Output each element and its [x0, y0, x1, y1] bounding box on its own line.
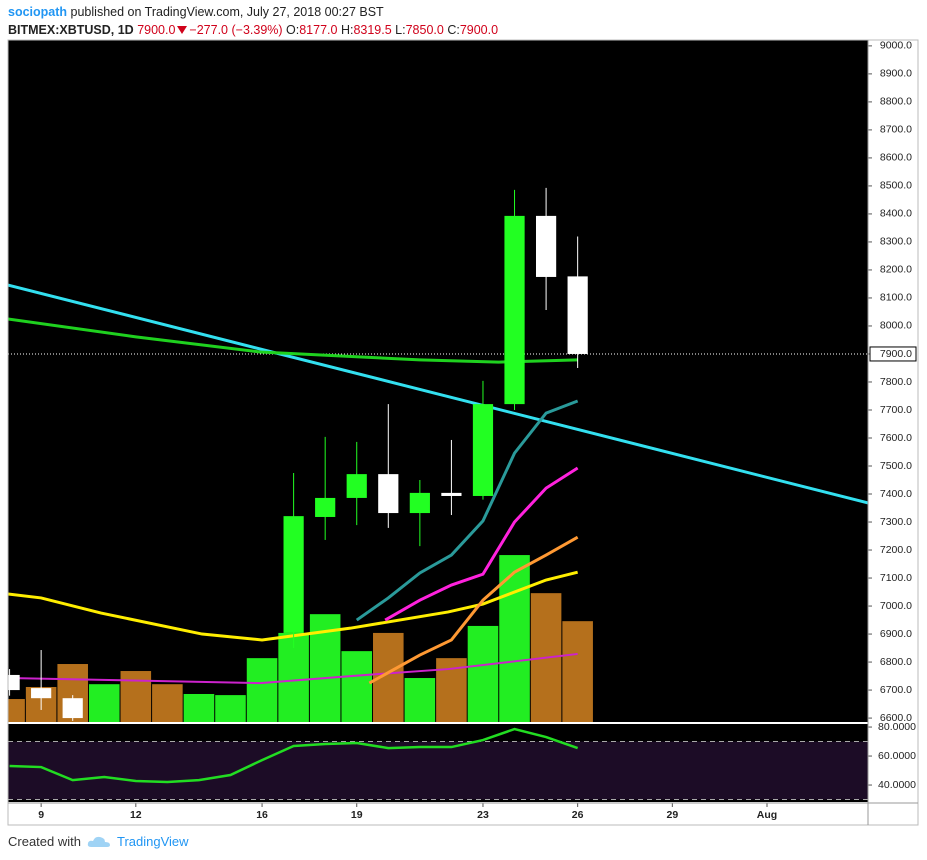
y-tick-label: 7400.0: [880, 488, 912, 500]
y-tick-label: 6700.0: [880, 684, 912, 696]
x-tick-label: 26: [572, 809, 584, 821]
x-tick-label: 19: [351, 809, 363, 821]
y-tick-label: 7300.0: [880, 516, 912, 528]
y-tick-label: 7000.0: [880, 600, 912, 612]
symbol: BITMEX:XBTUSD, 1D: [8, 23, 134, 37]
y-tick-label: 8200.0: [880, 264, 912, 276]
created: Created with: [8, 834, 81, 849]
footer: Created with TradingView: [8, 834, 189, 849]
rsi-plot: [8, 727, 868, 801]
header-line: BITMEX:XBTUSD, 1D 7900.0 −277.0 (−3.39%) …: [8, 21, 498, 39]
y-tick-label: 8900.0: [880, 68, 912, 80]
volume-bar: [467, 625, 499, 722]
price-plot: [8, 187, 868, 722]
indicator-line: [368, 535, 579, 685]
published: published on TradingView.com, July 27, 2…: [70, 5, 384, 19]
candle-body: [8, 674, 20, 691]
candle-body: [346, 474, 367, 498]
y-tick-label: 7200.0: [880, 544, 912, 556]
y-tick-label: 7700.0: [880, 404, 912, 416]
change: −277.0 (−3.39%): [189, 23, 283, 37]
rsi-line: [9, 727, 579, 784]
candle-body: [472, 404, 494, 496]
y-tick-label: 6600.0: [880, 712, 912, 724]
candle-body: [31, 688, 52, 699]
header: sociopath published on TradingView.com, …: [8, 3, 498, 39]
brand[interactable]: TradingView: [116, 834, 189, 849]
y-tick-label: 80.0000: [878, 721, 916, 733]
y-tick-label: 7100.0: [880, 572, 912, 584]
header-line: sociopath published on TradingView.com, …: [8, 3, 498, 21]
x-tick-label: 16: [256, 809, 268, 821]
indicator-line: [8, 570, 579, 642]
y-tick-label: 60.0000: [878, 750, 916, 762]
y-tick-label: 8400.0: [880, 208, 912, 220]
volume-bar: [152, 684, 183, 722]
y-tick-label: 8300.0: [880, 236, 912, 248]
candle-body: [567, 276, 588, 354]
candle-body: [409, 492, 430, 514]
ohlc-label: O:: [286, 23, 300, 37]
candle-body: [535, 215, 557, 277]
x-tick-label: Aug: [757, 809, 777, 821]
volume-bar: [404, 678, 436, 722]
price-pane: [8, 40, 868, 722]
indicator-line: [355, 399, 579, 622]
candle-body: [504, 215, 525, 405]
last-price-label: 7900.0: [880, 348, 912, 360]
volume-bar: [120, 671, 152, 722]
volume-bar: [8, 699, 25, 722]
author[interactable]: sociopath: [8, 5, 68, 19]
y-tick-label: 8800.0: [880, 96, 912, 108]
candle-body: [378, 474, 399, 514]
volume-bar: [562, 621, 593, 722]
frame: [7, 39, 919, 826]
ohlc: O:8177.0 H:8319.5 L:7850.0 C:7900.0: [286, 23, 498, 37]
y-tick-label: 8100.0: [880, 292, 912, 304]
y-tick-label: 8600.0: [880, 152, 912, 164]
last: 7900.0: [137, 23, 176, 37]
y-tick-label: 8500.0: [880, 180, 912, 192]
indicator-line: [8, 652, 578, 685]
candle-body: [441, 492, 462, 496]
volume-bar: [88, 684, 120, 722]
y-tick-label: 6900.0: [880, 628, 912, 640]
axes: 9000.0 8900.0 8800.0 8700.0 8600.0 8500.0 8400…: [38, 40, 917, 821]
y-tick-label: 8700.0: [880, 124, 912, 136]
y-tick-label: 6800.0: [880, 656, 912, 668]
y-tick-label: 7500.0: [880, 460, 912, 472]
ohlc-label: L:: [395, 23, 406, 37]
y-tick-label: 8000.0: [880, 320, 912, 332]
candle-body: [62, 698, 83, 719]
chart: 9000.0 8900.0 8800.0 8700.0 8600.0 8500.0 8400…: [7, 39, 919, 826]
ohlc-label: H:: [340, 23, 354, 37]
x-tick-label: 12: [130, 809, 142, 821]
indicator-line: [8, 283, 868, 505]
down-arrow: [177, 26, 188, 34]
x-tick-label: 9: [38, 809, 44, 821]
volume-bar: [183, 693, 215, 722]
ohlc-value: 8177.0: [299, 23, 338, 37]
y-tick-label: 7800.0: [880, 376, 912, 388]
ohlc-value: 8319.5: [353, 23, 392, 37]
volume-bar: [215, 695, 246, 722]
ohlc-value: 7850.0: [405, 23, 444, 37]
volume-bar: [341, 651, 373, 722]
y-tick-label: 40.0000: [878, 779, 916, 791]
indicator-line: [384, 466, 579, 622]
volume-bar: [246, 658, 278, 722]
logo: [87, 836, 110, 847]
y-tick-label: 9000.0: [880, 40, 912, 52]
ohlc-value: 7900.0: [459, 23, 499, 37]
ohlc-label: C:: [447, 23, 460, 37]
y-tick-label: 7600.0: [880, 432, 912, 444]
last-price-box: [869, 346, 917, 362]
x-tick-label: 23: [477, 809, 489, 821]
x-tick-label: 29: [666, 809, 678, 821]
candle-body: [283, 516, 304, 633]
band-fill: [8, 741, 868, 800]
candle-body: [315, 497, 336, 517]
